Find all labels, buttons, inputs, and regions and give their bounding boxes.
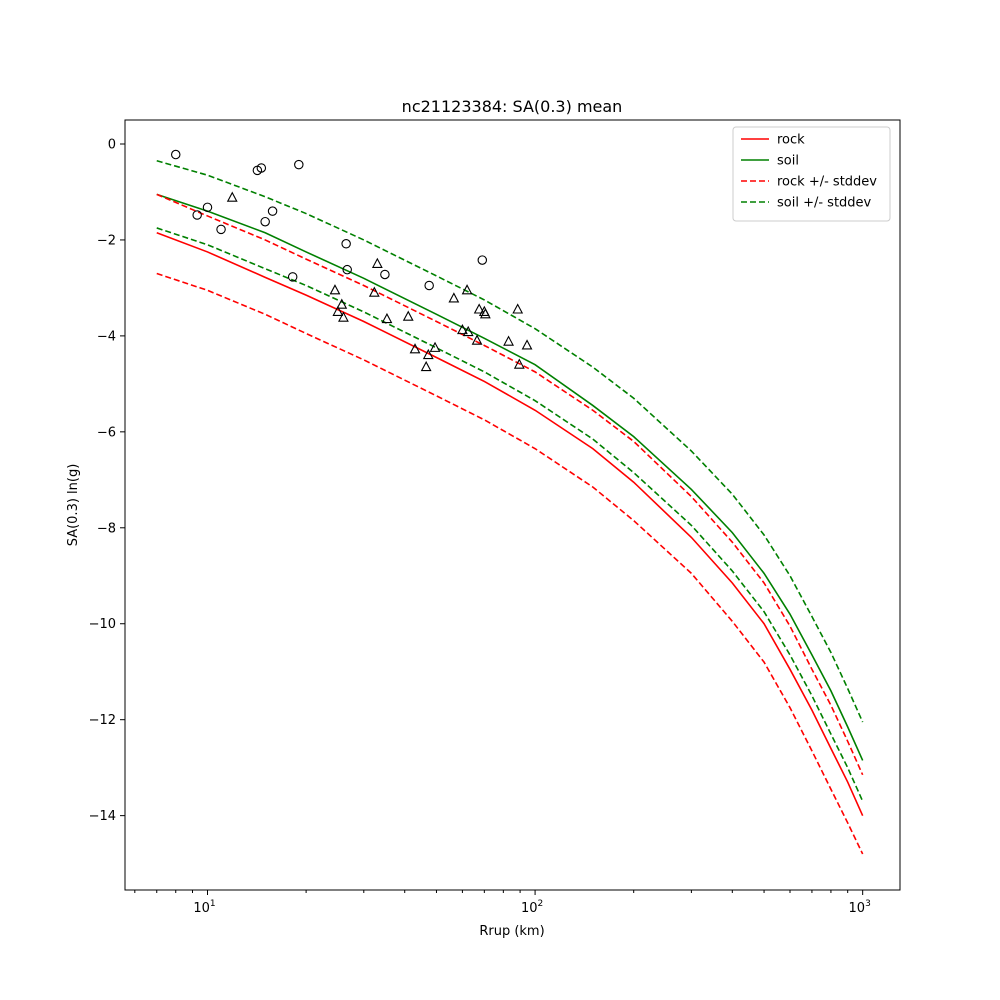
- series-line-5: [156, 160, 864, 723]
- legend-label: rock: [777, 133, 805, 148]
- data-point-circle: [216, 224, 226, 235]
- y-tick-label: −12: [89, 713, 116, 728]
- data-point-circle: [192, 210, 202, 220]
- y-tick-label: −2: [97, 233, 116, 248]
- data-point-triangle: [226, 191, 238, 202]
- series-line-1: [156, 231, 864, 816]
- x-tick-exponent: 2: [537, 899, 543, 909]
- y-tick-label: −8: [97, 521, 116, 536]
- x-axis: 101 102 103: [134, 890, 871, 916]
- data-point-circle: [256, 163, 267, 173]
- data-point-circle: [380, 269, 390, 280]
- x-tick-label: 101: [193, 899, 215, 916]
- y-tick-label: −14: [89, 809, 116, 824]
- data-point-circle: [424, 280, 434, 291]
- x-tick-label: 103: [849, 899, 871, 916]
- data-point-circle: [287, 272, 298, 282]
- legend: rock soil rock +/- stddev soil +/- stddev: [732, 126, 891, 222]
- data-point-triangle: [338, 311, 349, 322]
- data-point-circle: [341, 239, 351, 249]
- y-tick-label: 0: [108, 137, 116, 152]
- data-point-triangle: [461, 284, 473, 295]
- y-tick-label: −6: [97, 425, 116, 440]
- series-line-2: [156, 193, 864, 761]
- data-point-circle: [170, 149, 181, 160]
- data-point-triangle: [448, 292, 460, 303]
- data-point-circle: [477, 255, 488, 265]
- data-point-triangle: [329, 284, 341, 295]
- y-axis-label: SA(0.3) ln(g): [66, 464, 81, 547]
- data-point-triangle: [513, 358, 525, 369]
- data-point-triangle: [332, 305, 344, 316]
- data-point-triangle: [512, 303, 524, 314]
- data-point-circle: [267, 206, 278, 216]
- plot-area: [156, 149, 864, 855]
- legend-box: [732, 126, 891, 222]
- x-tick-base: 10: [849, 901, 866, 916]
- plot-frame: [124, 119, 901, 891]
- x-tick-exponent: 1: [210, 899, 216, 909]
- x-tick-exponent: 3: [865, 899, 871, 909]
- data-point-triangle: [409, 343, 421, 354]
- data-point-triangle: [473, 303, 485, 314]
- data-point-circle: [294, 159, 304, 170]
- y-tick-label: −10: [89, 617, 116, 632]
- data-point-triangle: [368, 286, 380, 297]
- data-point-triangle: [420, 360, 432, 372]
- data-point-triangle: [521, 339, 533, 350]
- legend-label: soil +/- stddev: [777, 196, 872, 211]
- data-point-triangle: [479, 308, 491, 319]
- data-point-triangle: [402, 310, 414, 321]
- data-point-triangle: [336, 298, 348, 309]
- data-point-triangle: [456, 323, 468, 335]
- series-line-4: [156, 272, 864, 855]
- y-tick-label: −4: [97, 329, 116, 344]
- data-point-triangle: [503, 335, 514, 346]
- x-tick-base: 10: [521, 901, 538, 916]
- chart-title: nc21123384: SA(0.3) mean: [402, 97, 623, 116]
- data-point-circle: [260, 216, 270, 227]
- legend-label: rock +/- stddev: [777, 175, 877, 190]
- data-point-triangle: [429, 341, 441, 352]
- x-axis-label: Rrup (km): [479, 924, 544, 939]
- series-line-6: [156, 227, 864, 802]
- data-point-triangle: [462, 325, 474, 337]
- legend-label: soil: [777, 154, 799, 169]
- data-point-triangle: [422, 348, 434, 360]
- x-tick-label: 102: [521, 899, 543, 916]
- y-axis: 0 −2 −4 −6 −8 −10 −12 −14: [89, 137, 125, 824]
- x-tick-base: 10: [193, 901, 210, 916]
- data-point-circle: [202, 202, 213, 213]
- data-point-triangle: [371, 257, 383, 268]
- data-point-triangle: [471, 334, 483, 345]
- data-point-triangle: [381, 312, 393, 324]
- series-line-3: [156, 193, 864, 776]
- data-point-circle: [342, 264, 352, 275]
